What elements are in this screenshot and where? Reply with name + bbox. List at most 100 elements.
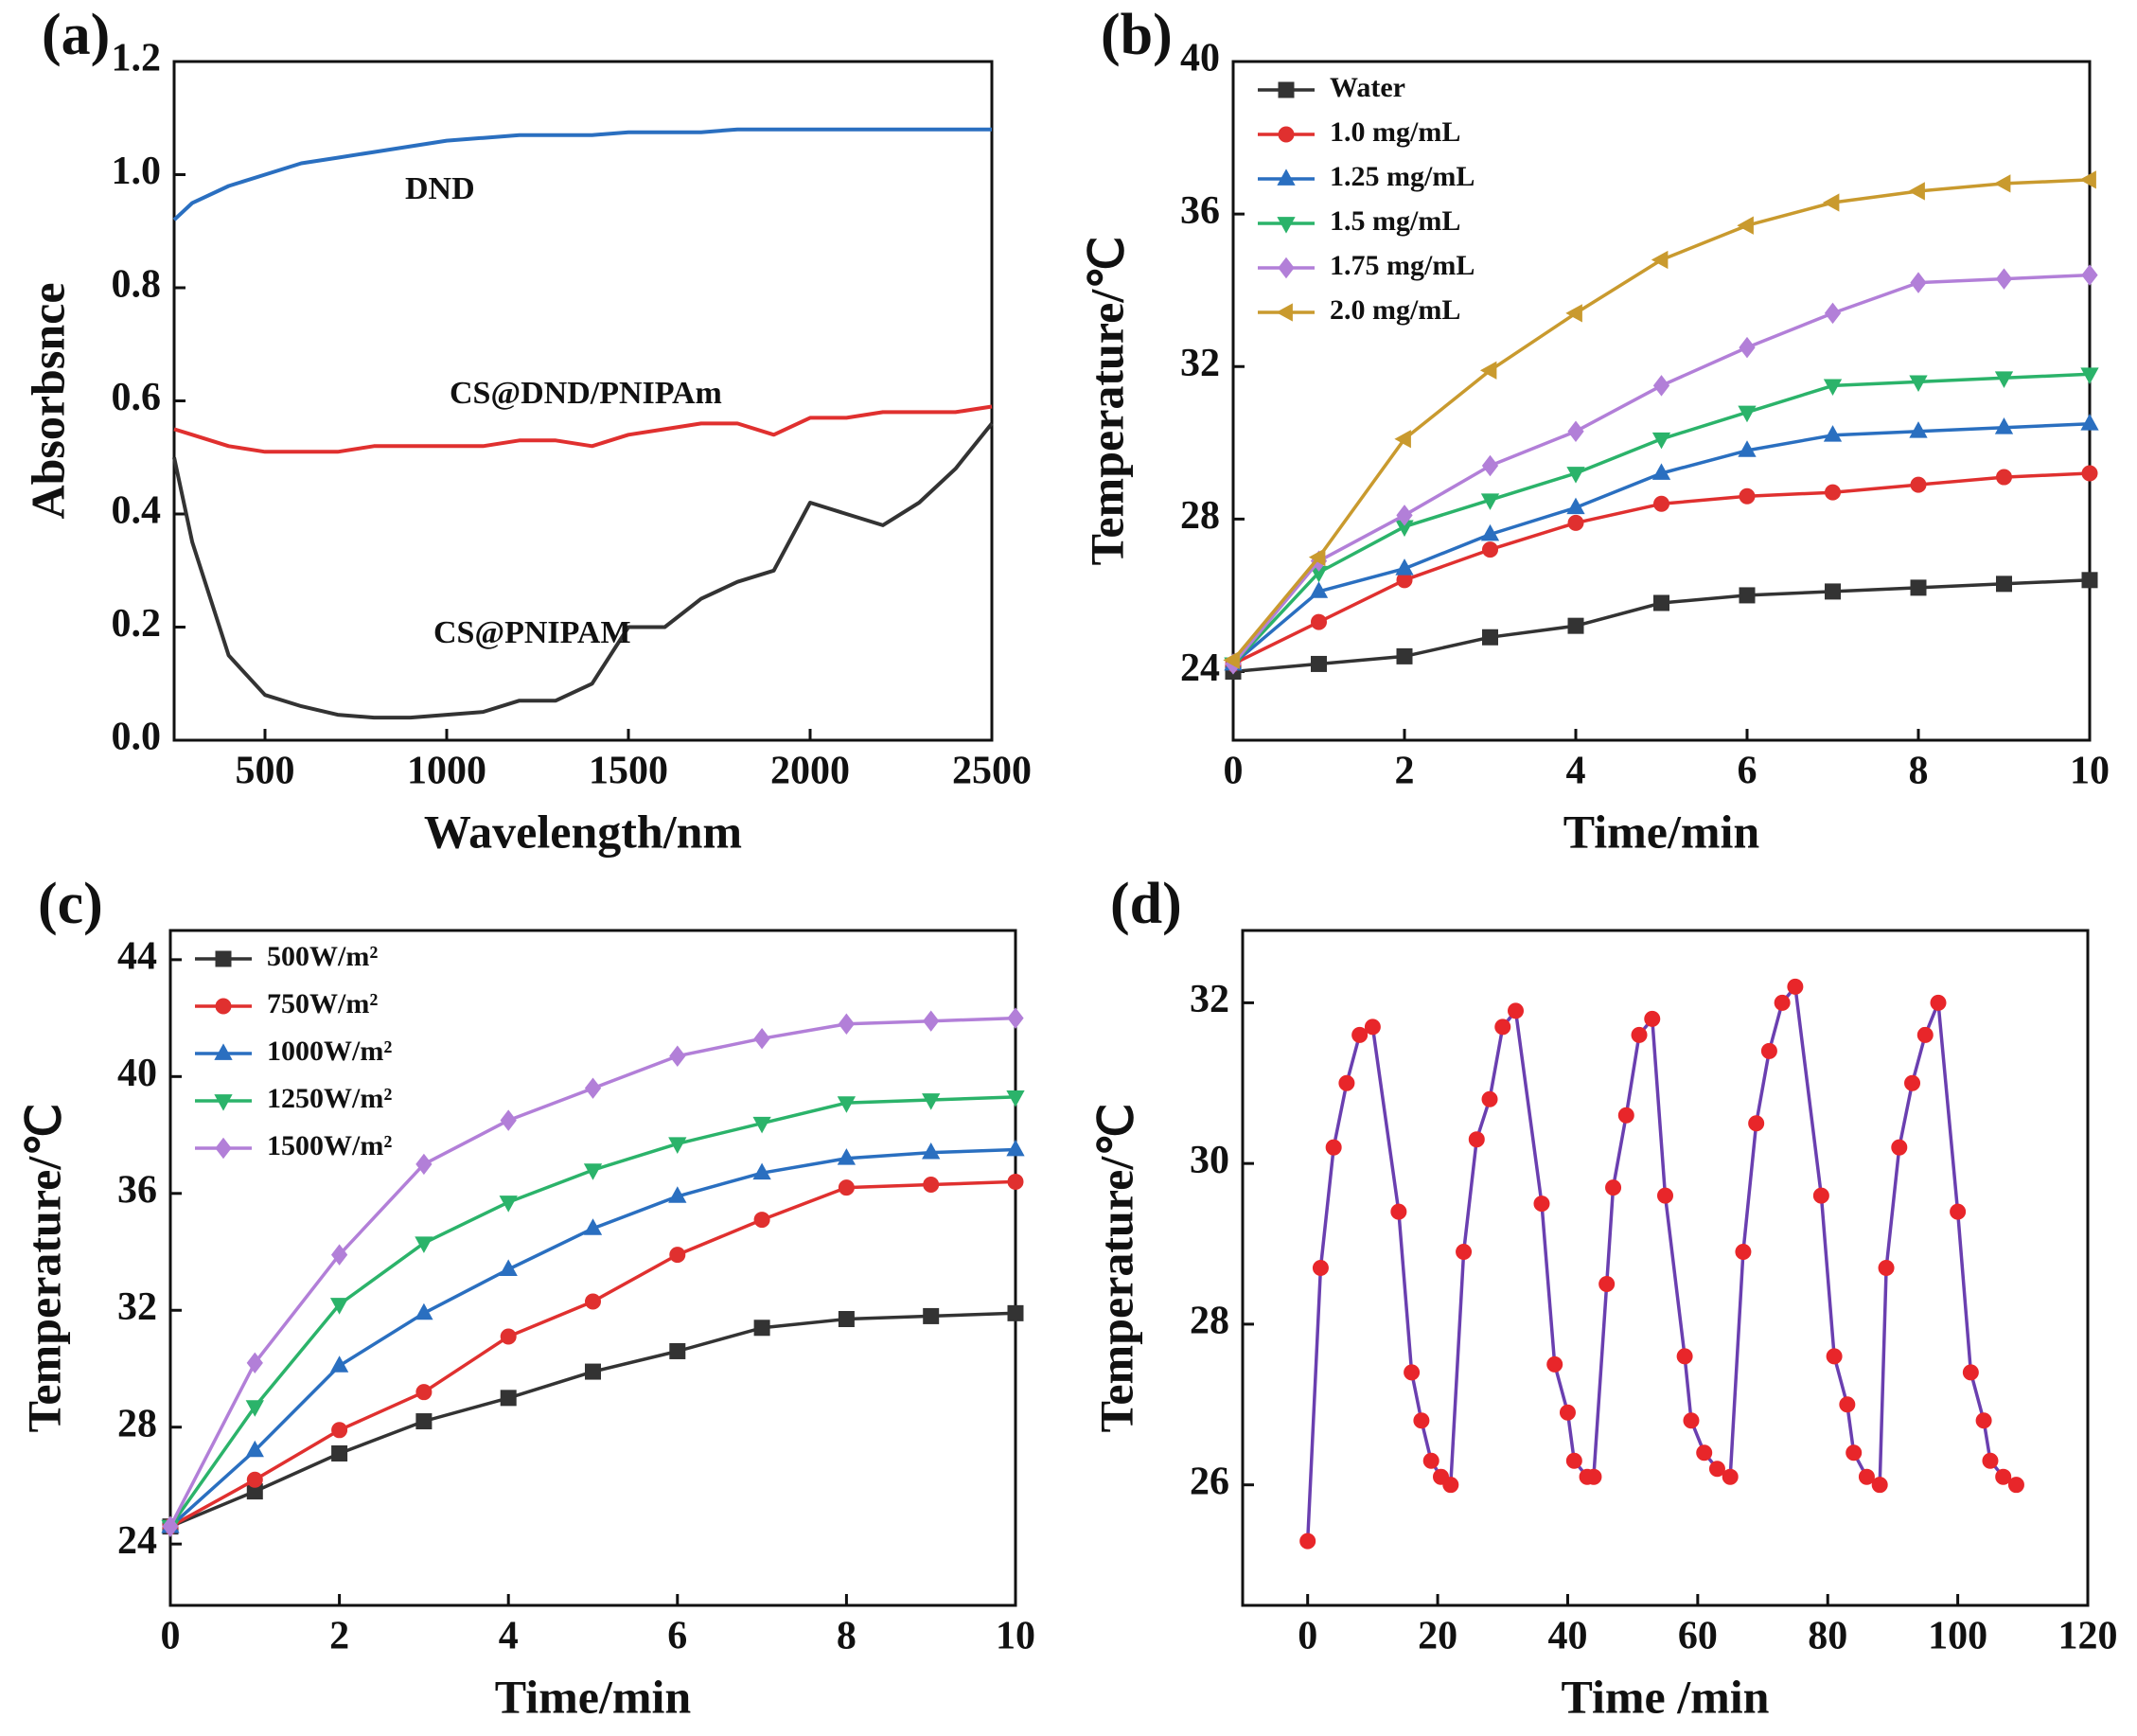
marker: [1871, 1477, 1888, 1494]
marker: [923, 1307, 940, 1324]
y-tick-label: 32: [1180, 342, 1220, 385]
marker: [1739, 587, 1756, 604]
marker: [753, 1212, 770, 1229]
marker: [669, 1247, 686, 1264]
marker: [1994, 371, 2014, 388]
series-line: [173, 404, 993, 454]
marker: [1910, 476, 1927, 493]
marker: [1993, 174, 2011, 193]
marker: [246, 1471, 263, 1488]
marker: [923, 1010, 940, 1032]
marker: [1722, 1468, 1739, 1485]
marker: [331, 1444, 348, 1461]
series-label: DND: [405, 171, 475, 206]
y-tick-label: 0.0: [112, 716, 162, 759]
marker: [1007, 1304, 1024, 1321]
marker: [1479, 361, 1497, 380]
marker: [669, 1045, 686, 1067]
marker: [1651, 463, 1671, 480]
y-tick-label: 1.0: [112, 150, 162, 193]
y-tick-label: 44: [117, 935, 157, 979]
panel: 26 28 30 32 0 20 40 60 80 100 120 Time /min Temperat…: [1089, 872, 2117, 1723]
marker: [838, 1311, 855, 1328]
legend-marker: [1276, 303, 1293, 322]
marker: [1653, 495, 1669, 512]
marker: [1812, 1187, 1829, 1204]
x-tick-label: 1500: [589, 750, 668, 793]
marker: [1696, 1444, 1713, 1461]
marker: [1995, 1468, 2012, 1485]
marker: [1995, 268, 2013, 290]
legend-marker: [1277, 168, 1296, 186]
marker: [1825, 484, 1841, 501]
marker: [1823, 379, 1843, 397]
marker: [1676, 1348, 1693, 1365]
marker: [1891, 1139, 1908, 1156]
legend-label: 1500W/m²: [267, 1130, 392, 1161]
marker: [1312, 1260, 1329, 1276]
marker: [246, 1352, 263, 1374]
marker: [1559, 1404, 1576, 1421]
marker: [1480, 493, 1500, 510]
y-tick-label: 26: [1190, 1460, 1229, 1503]
marker: [752, 1116, 771, 1134]
marker: [500, 1328, 517, 1345]
legend-marker: [215, 998, 232, 1015]
x-tick-label: 1000: [407, 750, 486, 793]
series-line: [1231, 421, 2091, 665]
y-tick-label: 30: [1190, 1139, 1229, 1182]
marker: [753, 1320, 770, 1337]
x-tick-label: 4: [1566, 750, 1586, 793]
series-label: CS@PNIPAM: [433, 615, 631, 650]
series-line: [1232, 578, 2091, 674]
marker: [1846, 1444, 1863, 1461]
marker: [1916, 1026, 1934, 1043]
marker: [1909, 421, 1928, 438]
marker: [1910, 272, 1927, 293]
x-tick-label: 4: [499, 1615, 519, 1658]
y-tick-label: 28: [1190, 1300, 1229, 1343]
marker: [585, 1363, 601, 1380]
marker: [1708, 1461, 1725, 1478]
marker: [1739, 487, 1756, 505]
y-tick-label: 24: [1180, 647, 1220, 690]
legend-marker: [1278, 81, 1295, 98]
y-tick-label: 1.2: [112, 37, 162, 80]
legend-label: 750W/m²: [267, 988, 378, 1019]
x-axis-title: Wavelength/nm: [424, 805, 742, 858]
y-tick-label: 36: [1180, 189, 1220, 233]
marker: [500, 1390, 517, 1407]
marker: [499, 1196, 518, 1213]
marker: [838, 1179, 855, 1196]
marker: [1737, 216, 1754, 235]
marker: [1823, 425, 1843, 442]
marker: [1422, 1452, 1439, 1469]
marker: [1482, 629, 1498, 646]
marker: [1598, 1275, 1616, 1292]
legend-label: 2.0 mg/mL: [1330, 294, 1460, 326]
legend-label: 500W/m²: [267, 941, 378, 972]
panel-label: (d): [1110, 872, 1182, 936]
legend-label: 1250W/m²: [267, 1083, 392, 1114]
marker: [583, 1218, 603, 1235]
legend-marker: [1278, 257, 1295, 279]
marker: [1760, 1042, 1777, 1059]
x-tick-label: 0: [1224, 750, 1244, 793]
x-tick-label: 500: [236, 750, 295, 793]
marker: [1566, 467, 1585, 484]
marker: [1565, 1452, 1582, 1469]
panel-label: (a): [42, 3, 110, 67]
marker: [2081, 572, 2098, 589]
legend-label: 1.0 mg/mL: [1330, 116, 1460, 148]
marker: [1644, 1010, 1661, 1027]
marker: [415, 1236, 433, 1253]
x-tick-label: 120: [2058, 1615, 2118, 1658]
marker: [1565, 304, 1582, 323]
marker: [329, 1355, 349, 1373]
marker: [1605, 1179, 1622, 1196]
x-tick-label: 80: [1808, 1615, 1847, 1658]
marker: [1007, 1173, 1024, 1190]
marker: [1950, 1203, 1967, 1220]
marker: [499, 1259, 518, 1276]
legend-marker: [215, 1137, 232, 1160]
